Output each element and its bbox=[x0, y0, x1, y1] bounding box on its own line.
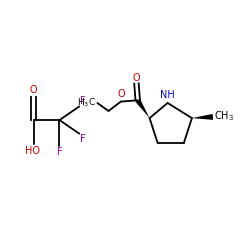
Polygon shape bbox=[136, 99, 149, 118]
Text: CH$_3$: CH$_3$ bbox=[214, 109, 234, 123]
Text: O: O bbox=[133, 72, 140, 83]
Text: F: F bbox=[57, 148, 62, 158]
Polygon shape bbox=[192, 114, 213, 120]
Text: NH: NH bbox=[160, 90, 175, 100]
Text: F: F bbox=[80, 134, 86, 144]
Text: O: O bbox=[30, 85, 37, 95]
Text: O: O bbox=[117, 89, 125, 99]
Text: F: F bbox=[80, 96, 86, 106]
Text: HO: HO bbox=[25, 146, 40, 156]
Text: H$_3$C: H$_3$C bbox=[78, 96, 96, 108]
